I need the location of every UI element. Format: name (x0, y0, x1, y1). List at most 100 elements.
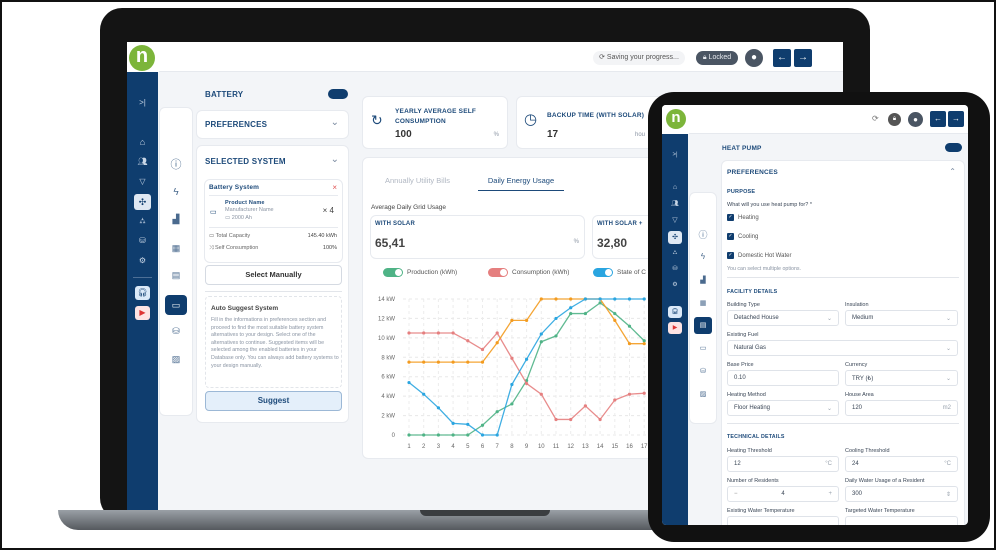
capacity: ▭ 2000 Ah (225, 215, 252, 221)
database-icon[interactable]: ⛁ (139, 236, 146, 245)
back-button[interactable]: ← (930, 111, 946, 127)
home-icon[interactable]: ⌂ (672, 184, 678, 191)
database-icon[interactable]: ⛁ (700, 368, 706, 375)
cooling-threshold-input[interactable]: 24 °C (845, 456, 958, 472)
fan-icon[interactable]: ✣ (668, 231, 682, 244)
heating-checkbox[interactable]: ✓ (727, 214, 734, 221)
battery-toggle[interactable] (328, 89, 348, 99)
battery-system-box: Battery System × ▭ Product Name Manufact… (205, 180, 342, 262)
headset-icon[interactable]: 🎧︎ (135, 286, 150, 300)
stat-value: 17 (547, 129, 559, 140)
divider (727, 423, 959, 424)
legend-toggle[interactable] (488, 268, 508, 277)
heat-pump-icon[interactable]: ▤ (694, 317, 712, 334)
youtube-icon[interactable]: ▶ (668, 322, 682, 334)
fan-icon[interactable]: ✣ (134, 194, 151, 210)
stat-value: 100 (395, 129, 412, 140)
select-manually-button[interactable]: Select Manually (205, 265, 342, 285)
battery-icon[interactable]: ▭ (699, 345, 707, 352)
legend-item[interactable]: Production (kWh) (383, 268, 457, 277)
data-point (510, 382, 514, 387)
forward-button[interactable]: → (794, 49, 812, 67)
currency-select[interactable]: TRY (₺) ⌄ (845, 370, 958, 386)
heating-method-select[interactable]: Floor Heating ⌄ (727, 400, 839, 416)
domestic-hot-water-checkbox[interactable]: ✓ (727, 252, 734, 259)
legend-item[interactable]: State of C (593, 268, 646, 277)
solar-panel-icon[interactable]: ▦ (699, 300, 707, 307)
data-point (598, 301, 602, 305)
users-icon[interactable]: 👥︎ (137, 157, 148, 166)
info-icon[interactable]: ⓘ (170, 159, 182, 171)
x-tick-label: 16 (626, 444, 633, 450)
suggest-button[interactable]: Suggest (205, 391, 342, 411)
filter-icon[interactable]: ▽ (139, 177, 146, 186)
chart-icon[interactable]: ▟ (700, 277, 706, 284)
cooling-checkbox[interactable]: ✓ (727, 233, 734, 240)
battery-icon[interactable]: ▭ (165, 295, 187, 315)
data-point (554, 417, 558, 422)
locked-button[interactable]: 🔒︎ Locked (696, 51, 738, 65)
house-area-input[interactable]: 120 m2 (845, 400, 958, 416)
solar-panel-icon[interactable]: ▦ (171, 243, 181, 253)
logo (127, 42, 159, 72)
targeted-water-temperature-input[interactable] (845, 516, 958, 525)
settings-icon[interactable]: ⚙ (138, 256, 147, 265)
building-type-select[interactable]: Detached House ⌄ (727, 310, 839, 326)
filter-icon[interactable]: ▽ (672, 217, 678, 224)
network-icon[interactable]: ⛼ (139, 216, 146, 225)
y-tick-label: 2 kW (381, 414, 395, 420)
network-icon[interactable]: ⛼ (672, 250, 678, 256)
base-price-input[interactable]: 0.10 (727, 370, 839, 386)
collapse-sidebar-icon[interactable]: >| (672, 152, 678, 158)
back-button[interactable]: ← (773, 49, 791, 67)
remove-icon[interactable]: × (332, 183, 337, 192)
decrement-button[interactable]: − (734, 491, 738, 497)
insulation-select[interactable]: Medium ⌄ (845, 310, 958, 326)
inverter-icon[interactable]: ▤ (171, 270, 181, 280)
home-icon[interactable]: ⌂ (139, 137, 146, 147)
report-icon[interactable]: ▨ (171, 354, 181, 364)
data-point (451, 331, 455, 335)
report-icon[interactable]: ▨ (699, 391, 707, 398)
divider (727, 277, 959, 278)
water-usage-input[interactable]: 300 ⇕ (845, 486, 958, 502)
residents-stepper[interactable]: −4 + (727, 486, 839, 502)
info-icon[interactable]: ⓘ (698, 230, 708, 240)
data-point (539, 332, 543, 336)
data-point (451, 421, 455, 425)
database-icon[interactable]: ⛁ (172, 326, 180, 336)
bolt-icon[interactable]: ϟ (700, 252, 706, 261)
self-consumption-value: 100% (322, 245, 337, 251)
settings-icon[interactable]: ⚙ (672, 282, 678, 288)
forward-button[interactable]: → (948, 111, 964, 127)
chart-icon[interactable]: ▟ (172, 214, 180, 224)
collapse-sidebar-icon[interactable]: >| (139, 98, 146, 107)
tab-daily-energy-usage[interactable]: Daily Energy Usage (478, 176, 564, 191)
legend-toggle[interactable] (383, 268, 403, 277)
users-icon[interactable]: 👥︎ (671, 201, 679, 207)
section-icon-panel: ⓘ ϟ ▟ ▦ ▤ ▭ ⛁ ▨ (690, 193, 716, 423)
tab-annually-utility-bills[interactable]: Annually Utility Bills (385, 176, 451, 185)
user-avatar[interactable]: ● (745, 49, 763, 67)
legend-item[interactable]: Consumption (kWh) (488, 268, 569, 277)
top-bar: ⟳ Saving your progress... 🔒︎ Locked ● ← … (127, 42, 843, 72)
database-icon[interactable]: ⛁ (672, 266, 678, 272)
headset-icon[interactable]: 🎧︎ (668, 306, 682, 318)
stat-unit: hou (635, 132, 646, 138)
chevron-up-icon[interactable]: ⌃ (949, 167, 956, 176)
chevron-down-icon[interactable]: ⌄ (330, 154, 339, 165)
data-point (569, 297, 573, 301)
x-tick-label: 1 (407, 444, 411, 450)
user-avatar[interactable]: ● (908, 112, 923, 127)
existing-water-temperature-input[interactable] (727, 516, 839, 525)
heat-pump-toggle[interactable] (945, 143, 962, 152)
existing-fuel-select[interactable]: Natural Gas ⌄ (727, 340, 958, 356)
y-tick-label: 10 kW (378, 336, 395, 342)
youtube-icon[interactable]: ▶ (135, 306, 150, 320)
increment-button[interactable]: + (828, 491, 832, 497)
heating-threshold-input[interactable]: 12 °C (727, 456, 839, 472)
legend-toggle[interactable] (593, 268, 613, 277)
preferences-accordion[interactable]: PREFERENCES ⌄ (197, 111, 348, 138)
lock-button[interactable]: 🔒︎ (888, 113, 901, 126)
bolt-icon[interactable]: ϟ (173, 187, 179, 198)
